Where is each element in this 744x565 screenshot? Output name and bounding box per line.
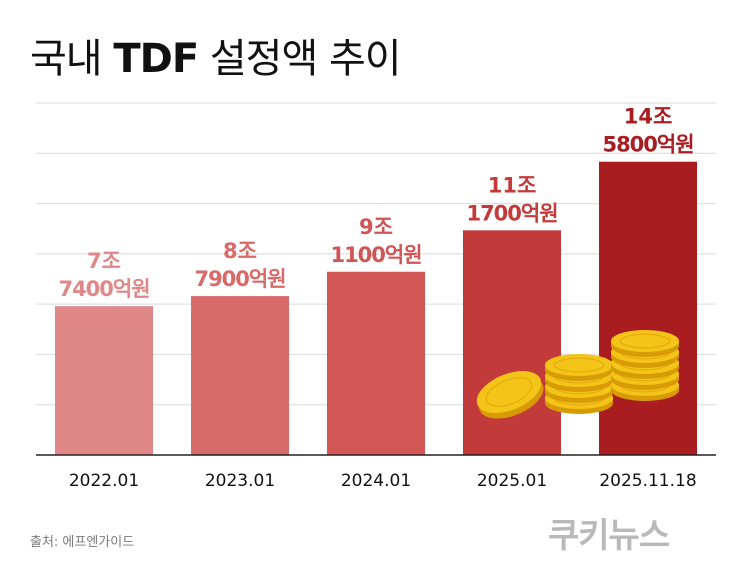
bar-2023.01 [191, 296, 289, 455]
chart-title: 국내 TDF 설정액 추이 [30, 26, 402, 84]
data-labels: 7조 7400억원 8조 7900억원 9조 1100억원 11조 1700억원 14조 5800… [58, 105, 694, 301]
x-tick-label: 2024.01 [341, 471, 411, 491]
bar-2025.11.18 [599, 161, 697, 456]
x-tick-labels: 2022.01 2023.01 2024.01 2025.01 2025.11.18 [69, 471, 697, 491]
data-label-line2: 1100억원 [330, 243, 421, 267]
brand-logo: 쿠키뉴스 [548, 516, 670, 556]
x-tick-label: 2025.01 [477, 471, 547, 491]
coins-illustration [476, 330, 679, 419]
data-label-line2: 7900억원 [194, 267, 285, 291]
title-suffix: 설정액 추이 [198, 36, 402, 82]
tilted-coin-icon [476, 371, 544, 419]
coin-rim [485, 377, 533, 407]
x-tick-label: 2022.01 [69, 471, 139, 491]
bar-2022.01 [55, 306, 153, 455]
coin-rim [619, 333, 671, 349]
data-label-line1: 8조 [223, 239, 257, 263]
data-label-line1: 11조 [488, 173, 537, 197]
data-label-line2: 7400억원 [58, 277, 149, 301]
bars [55, 161, 697, 456]
data-label-line2: 1700억원 [466, 201, 557, 225]
coin-face [611, 330, 679, 352]
data-label-line2: 5800억원 [602, 133, 693, 157]
x-tick-label: 2025.11.18 [599, 471, 696, 491]
bar-2024.01 [327, 271, 425, 455]
bar-2025.01 [463, 230, 561, 455]
source-note: 출처: 에프엔가이드 [30, 535, 135, 550]
data-label-line1: 14조 [624, 105, 673, 129]
title-bold: TDF [113, 36, 199, 82]
title-prefix: 국내 [30, 36, 114, 82]
coin-face [545, 354, 613, 376]
x-tick-label: 2023.01 [205, 471, 275, 491]
data-label-line1: 7조 [87, 249, 121, 273]
coin-face [476, 371, 542, 413]
data-label-line1: 9조 [359, 215, 393, 239]
coin-rim [553, 357, 605, 373]
